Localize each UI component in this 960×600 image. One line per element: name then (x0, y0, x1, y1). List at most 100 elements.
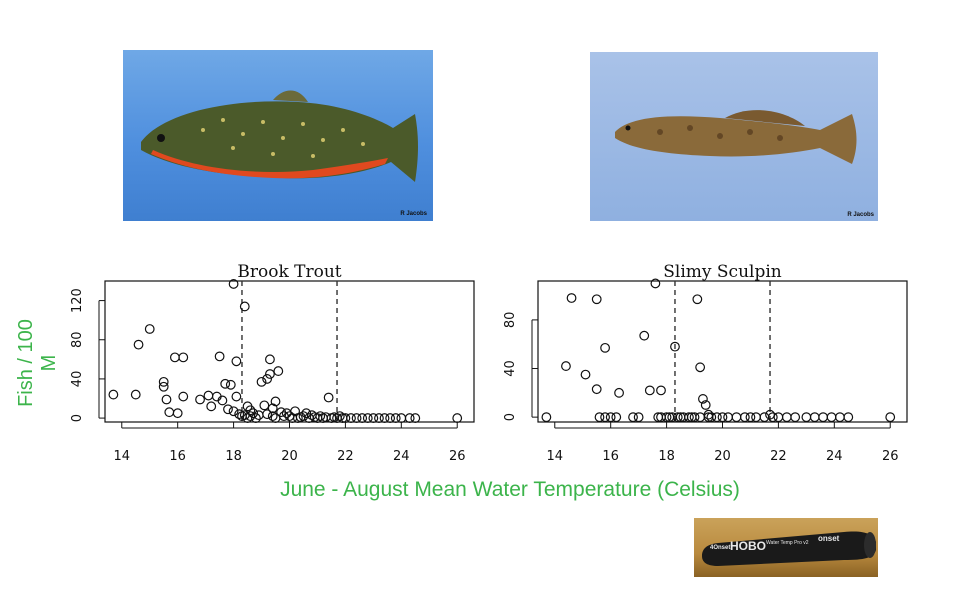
data-point (231, 356, 242, 367)
data-point (346, 413, 356, 423)
data-point (790, 412, 801, 423)
data-point (374, 413, 384, 423)
data-point (781, 412, 792, 423)
data-point (220, 378, 231, 389)
data-point (672, 412, 683, 423)
data-point (214, 351, 225, 362)
data-point (600, 342, 610, 353)
y-tick-label: 0 (503, 413, 518, 421)
x-tick-label: 22 (770, 449, 787, 464)
brook-trout-photo: R Jacobs (123, 50, 433, 221)
data-point (390, 413, 401, 423)
data-point (290, 406, 300, 417)
brook-trout-illustration (141, 90, 418, 182)
data-point (203, 390, 214, 401)
y-tick-label: 0 (70, 414, 85, 422)
data-point (826, 412, 837, 423)
data-point (600, 412, 610, 423)
data-point (223, 404, 233, 415)
y-tick-label: 80 (70, 331, 85, 348)
x-tick-label: 26 (449, 449, 466, 464)
data-point (144, 324, 155, 334)
data-point (739, 412, 750, 423)
data-point (731, 412, 742, 423)
data-point (239, 301, 250, 312)
y-tick-label: 40 (70, 371, 85, 388)
data-point (767, 412, 778, 423)
x-tick-label: 18 (225, 449, 242, 464)
slimy-sculpin-photo: R Jacobs (590, 52, 878, 221)
logger-model: Water Temp Pro v2 (766, 540, 809, 546)
data-point (751, 412, 761, 423)
data-point (695, 362, 706, 373)
x-tick-label: 16 (602, 449, 619, 464)
data-point (265, 369, 275, 379)
data-point (315, 411, 326, 422)
data-point (357, 413, 368, 423)
data-point (301, 408, 312, 419)
data-point (639, 330, 650, 341)
logger-label-left: 4Onset (710, 545, 731, 551)
data-point (225, 379, 236, 390)
data-point (169, 352, 180, 363)
data-point (206, 401, 217, 412)
data-point (228, 279, 239, 289)
data-point (133, 339, 144, 350)
photo-credit: R Jacobs (847, 212, 874, 218)
data-point (195, 394, 205, 405)
data-point (351, 413, 362, 423)
data-point (267, 411, 278, 422)
logger-brand: HOBO (730, 539, 766, 553)
data-point (541, 412, 552, 423)
hobo-temperature-logger-photo: 4Onset HOBO Water Temp Pro v2 onset (694, 518, 878, 577)
x-tick-label: 20 (714, 449, 731, 464)
y-tick-label: 120 (70, 288, 85, 313)
data-point (362, 413, 373, 423)
data-point (130, 389, 141, 400)
data-point (164, 407, 175, 418)
x-tick-label: 16 (169, 449, 186, 464)
data-point (452, 413, 463, 423)
data-point (217, 395, 228, 406)
data-point (396, 413, 407, 423)
data-point (580, 369, 591, 380)
data-point (251, 413, 261, 423)
data-point (692, 294, 703, 305)
data-point (158, 381, 169, 392)
data-point (379, 413, 390, 423)
data-point (262, 409, 273, 420)
data-point (234, 409, 245, 420)
x-tick-label: 24 (393, 449, 410, 464)
data-point (712, 412, 722, 423)
data-point (172, 408, 183, 419)
data-point (410, 413, 421, 423)
data-point (340, 413, 351, 423)
temperature-logger-illustration (702, 531, 876, 566)
data-point (161, 394, 172, 405)
data-point (700, 400, 711, 410)
data-point (835, 412, 845, 423)
logger-brand-right: onset (818, 534, 840, 543)
data-point (256, 376, 267, 387)
data-point (566, 293, 577, 303)
data-point (684, 412, 694, 423)
data-point (270, 396, 281, 407)
data-point (262, 374, 273, 384)
data-point (158, 376, 169, 387)
data-point (633, 412, 644, 423)
data-point (885, 412, 896, 423)
data-point (656, 385, 666, 396)
data-point (265, 354, 275, 365)
data-point (404, 413, 415, 423)
y-tick-label: 80 (503, 312, 518, 329)
x-tick-label: 14 (546, 449, 563, 464)
data-point (773, 412, 784, 423)
data-point (273, 366, 284, 376)
data-point (267, 403, 278, 414)
data-point (706, 412, 717, 423)
data-point (689, 412, 700, 423)
data-point (843, 412, 854, 423)
data-point (801, 412, 812, 423)
data-point (611, 412, 622, 423)
